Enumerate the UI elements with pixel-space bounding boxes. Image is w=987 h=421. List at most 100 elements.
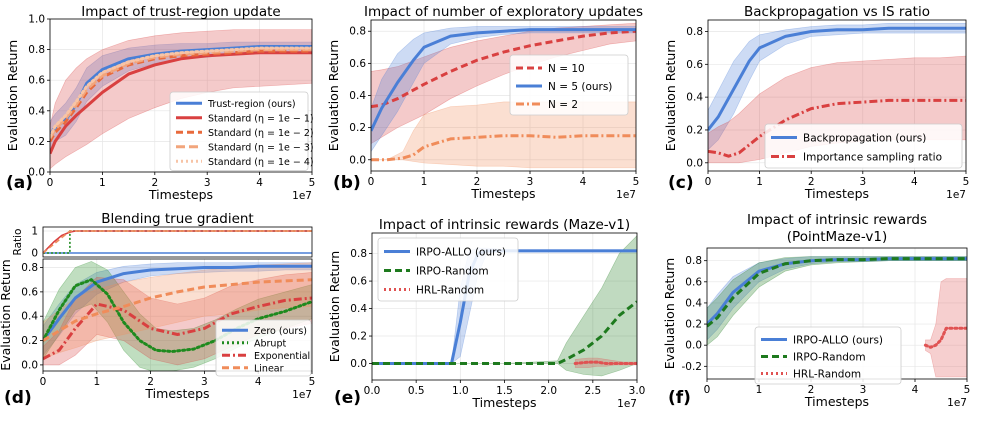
x-tick-label: 0 [47,177,54,189]
x-scale-note: 1e7 [947,397,967,409]
y-tick-label: 0.8 [28,44,45,56]
legend-label: Standard (η = 1e − 4) [208,157,314,168]
y-tick-label: 0.8 [685,255,702,267]
x-tick-label: 4 [912,384,919,396]
panel-label: (a) [6,173,33,193]
legend: IRPO-ALLO (ours) IRPO-Random HRL-Random [754,326,902,385]
confidence-band [707,256,967,346]
x-tick-label: 0 [704,384,711,396]
series-line [371,28,636,132]
chart-f: 0 1 2 3 4 5 -0.2 0.0 0.2 0.4 0.6 0.8 1e7 Timesteps Eva… [662,212,970,409]
y-tick-label: 0.4 [349,90,366,102]
y-axis-label: Evaluation Return [326,40,341,151]
legend-label: Linear [254,364,284,375]
y-tick-label: 0.0 [349,154,366,166]
x-tick-label: 2.0 [540,385,557,397]
legend-box [377,237,519,302]
y-tick-label: 0.2 [350,331,367,343]
legend-label: IRPO-ALLO (ours) [793,334,883,346]
plot-frame [707,19,967,172]
plot-area [371,22,636,169]
y-tick-label: 0.6 [686,59,703,71]
confidence-band [372,235,637,377]
y-tick-label: 0.4 [21,311,38,323]
series-line [923,326,967,349]
y-tick-label: 1.0 [28,14,45,26]
y-tick-label: 0.4 [685,297,702,309]
chart-title: Impact of trust-region update [81,4,280,20]
chart-title-line2: (PointMaze-v1) [787,229,887,245]
x-axis-label: Timesteps [148,187,213,202]
legend-label: N = 10 [548,63,585,75]
x-axis-label: Timesteps [470,186,535,201]
y-tick-label: 0.0 [685,340,702,352]
legend: N = 10 N = 5 (ours) N = 2 [509,54,629,116]
legend-label: Backpropagation (ours) [803,132,926,144]
y-axis-label: Evaluation Return [663,40,678,151]
y-tick-label: 0.2 [686,124,703,136]
legend-label: Exponential [254,351,310,362]
legend-label: Importance sampling ratio [803,151,942,163]
ratio-y-label: Ratio [12,229,24,256]
x-tick-label: 3.0 [629,385,646,397]
legend-box [764,123,963,169]
y-tick-label: 0.2 [349,122,366,134]
series-line [708,26,966,131]
x-tick-label: 3 [860,384,867,396]
confidence-band [43,262,312,356]
y-tick-label: 0.0 [21,359,38,371]
plot-frame [42,258,313,372]
legend-label: N = 2 [548,99,578,111]
chart-e: 0.0 0.5 1.0 1.5 2.0 2.5 3.0 0.0 0.2 0.4 0.6 0.8 1e7 T… [327,217,645,410]
y-tick-label: 0.6 [349,58,366,70]
legend-box [169,91,309,171]
legend-label: IRPO-ALLO (ours) [416,246,506,258]
x-tick-label: 4 [911,176,918,188]
y-tick-label: 0.8 [350,248,367,260]
y-tick-label: 0.4 [350,303,367,315]
y-tick-label: 0.8 [686,26,703,38]
series-line [707,257,967,328]
x-tick-label: 1.0 [452,385,469,397]
x-tick-label: 5 [963,176,970,188]
y-tick-label: 0.4 [28,105,45,117]
panel-label: (f) [668,388,691,408]
x-tick-label: 1 [756,384,763,396]
y-tick-label: 0.0 [350,358,367,370]
x-tick-label: 5 [633,176,640,188]
x-scale-note: 1e7 [617,398,637,410]
legend-label: Zero (ours) [254,326,307,337]
legend-box [509,54,629,116]
chart-title: Impact of intrinsic rewards (Maze-v1) [379,217,630,233]
x-tick-label: 2 [474,176,481,188]
legend-label: HRL-Random [793,368,861,380]
y-tick-label: 0.6 [350,276,367,288]
legend-label: Standard (η = 1e − 3) [208,143,314,154]
ratio-line [42,230,312,254]
y-tick-label: 0.6 [685,276,702,288]
panel-label: (d) [4,388,32,408]
x-tick-label: 3 [201,376,208,388]
x-tick-label: 1.5 [496,385,513,397]
y-tick-label: 0.0 [28,167,45,179]
legend: Trust-region (ours) Standard (η = 1e − 1)… [169,91,314,171]
series-line [43,264,312,342]
x-scale-note: 1e7 [292,190,312,202]
confidence-band [43,262,312,360]
x-tick-label: 2 [808,384,815,396]
series-line [50,48,312,140]
series-line [573,360,637,365]
x-tick-label: 1 [99,177,106,189]
series-line [43,296,312,361]
x-tick-label: 2 [147,376,154,388]
series-line [371,29,636,109]
x-axis-label: Timesteps [804,394,869,409]
y-axis-label: Evaluation Return [0,259,13,370]
legend-label: Standard (η = 1e − 1) [208,114,314,125]
x-tick-label: 0.5 [408,385,425,397]
ratio-frame [42,226,313,258]
y-tick-label: 0.0 [686,157,703,169]
x-tick-label: 5 [964,384,971,396]
